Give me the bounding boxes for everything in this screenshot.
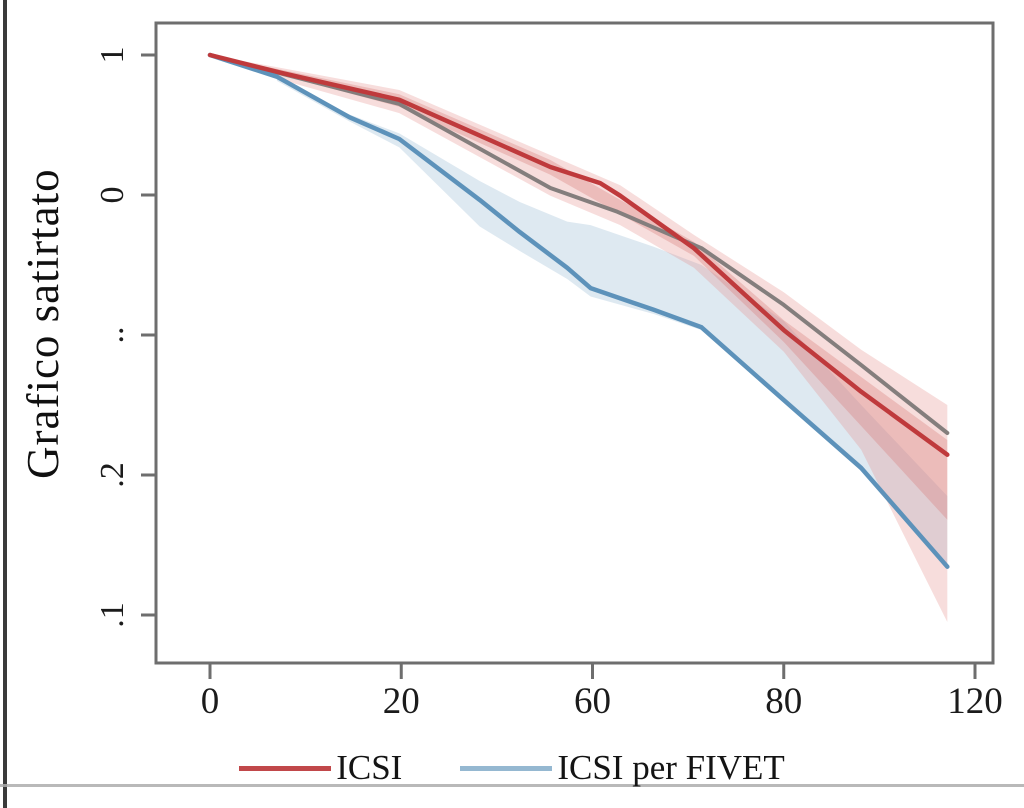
x-tick-label-0: 0 [201, 681, 220, 722]
page-border-left [3, 0, 7, 808]
legend-item-icsi-per-fivet: ICSI per FIVET [460, 748, 785, 788]
legend-item-icsi: ICSI [239, 748, 402, 788]
y-tick-label-1: 0 [94, 187, 131, 204]
series-line-icsi [207, 52, 950, 457]
chart-legend: ICSI ICSI per FIVET [0, 748, 1024, 788]
page-rule-bottom [0, 784, 1024, 787]
y-tick-label-2: .. [94, 327, 131, 344]
y-tick-label-4: .1 [94, 602, 131, 628]
x-tick-label-2: 60 [574, 681, 611, 722]
series-line-icsi-per-fivet [207, 52, 950, 569]
band-icsi-ci-outer [210, 55, 948, 622]
legend-label: ICSI per FIVET [557, 748, 785, 787]
plot-frame [154, 21, 995, 665]
y-tick-label-0: 1 [94, 47, 131, 64]
x-tick-label-4: 120 [947, 681, 1003, 722]
legend-line-icon [239, 765, 332, 771]
x-tick-label-1: 20 [383, 681, 420, 722]
band-icsi-per-fivet-ci [276, 78, 948, 570]
x-tick-label-3: 80 [765, 681, 802, 722]
y-tick-label-3: .2 [94, 462, 131, 488]
legend-line-icon [460, 765, 553, 771]
legend-label: ICSI [336, 748, 403, 787]
